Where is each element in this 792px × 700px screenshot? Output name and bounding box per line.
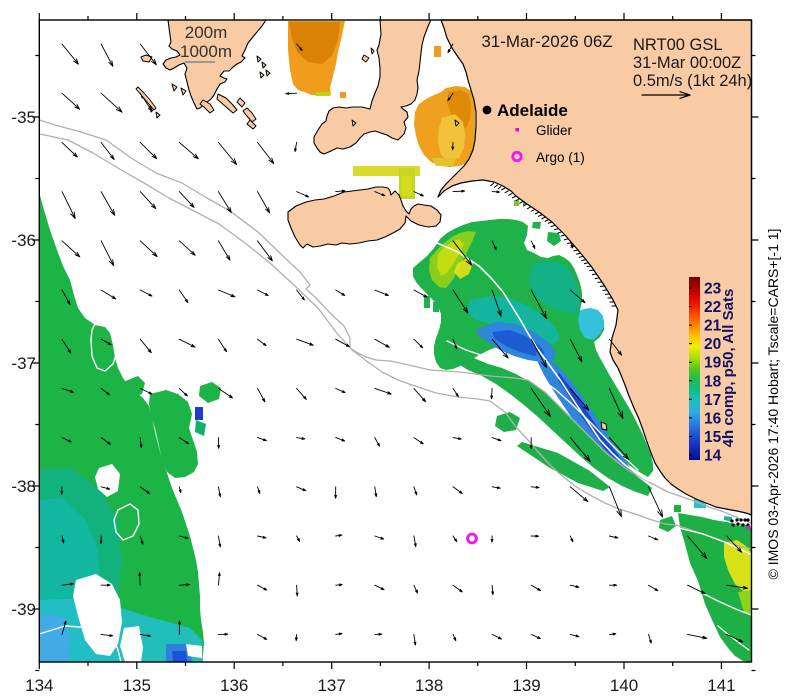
svg-text:-35: -35 <box>11 108 36 127</box>
svg-text:134: 134 <box>25 676 53 695</box>
svg-text:-36: -36 <box>11 231 36 250</box>
svg-text:Adelaide: Adelaide <box>497 101 568 120</box>
svg-text:200m: 200m <box>185 23 228 42</box>
svg-text:135: 135 <box>123 676 151 695</box>
svg-text:14: 14 <box>704 447 722 464</box>
svg-text:20: 20 <box>704 336 721 353</box>
svg-text:0.5m/s (1kt 24h): 0.5m/s (1kt 24h) <box>633 72 752 90</box>
svg-text:139: 139 <box>512 676 540 695</box>
svg-text:-37: -37 <box>11 354 36 373</box>
svg-text:31-Mar-2026 06Z: 31-Mar-2026 06Z <box>481 32 612 51</box>
svg-text:141: 141 <box>707 676 735 695</box>
svg-text:22: 22 <box>704 299 721 316</box>
svg-text:140: 140 <box>610 676 638 695</box>
svg-text:© IMOS 03-Apr-2026 17:40 Hobar: © IMOS 03-Apr-2026 17:40 Hobart; Tscale=… <box>765 229 781 580</box>
svg-text:NRT00 GSL: NRT00 GSL <box>633 36 723 54</box>
svg-text:15: 15 <box>704 429 722 446</box>
svg-text:Argo (1): Argo (1) <box>536 150 585 165</box>
svg-text:138: 138 <box>415 676 443 695</box>
svg-text:Glider: Glider <box>536 123 573 138</box>
svg-text:16: 16 <box>704 410 722 427</box>
svg-text:31-Mar 00:00Z: 31-Mar 00:00Z <box>633 54 741 72</box>
svg-text:-39: -39 <box>11 600 36 619</box>
svg-text:1000m: 1000m <box>180 42 232 61</box>
svg-text:17: 17 <box>704 392 721 409</box>
svg-text:23: 23 <box>704 281 722 298</box>
svg-text:19: 19 <box>704 355 722 372</box>
svg-text:21: 21 <box>704 318 722 335</box>
svg-text:-38: -38 <box>11 477 36 496</box>
svg-text:137: 137 <box>317 676 345 695</box>
svg-text:136: 136 <box>220 676 248 695</box>
svg-text:18: 18 <box>704 373 722 390</box>
svg-text:4h comp, p50, All Sats: 4h comp, p50, All Sats <box>720 289 737 448</box>
